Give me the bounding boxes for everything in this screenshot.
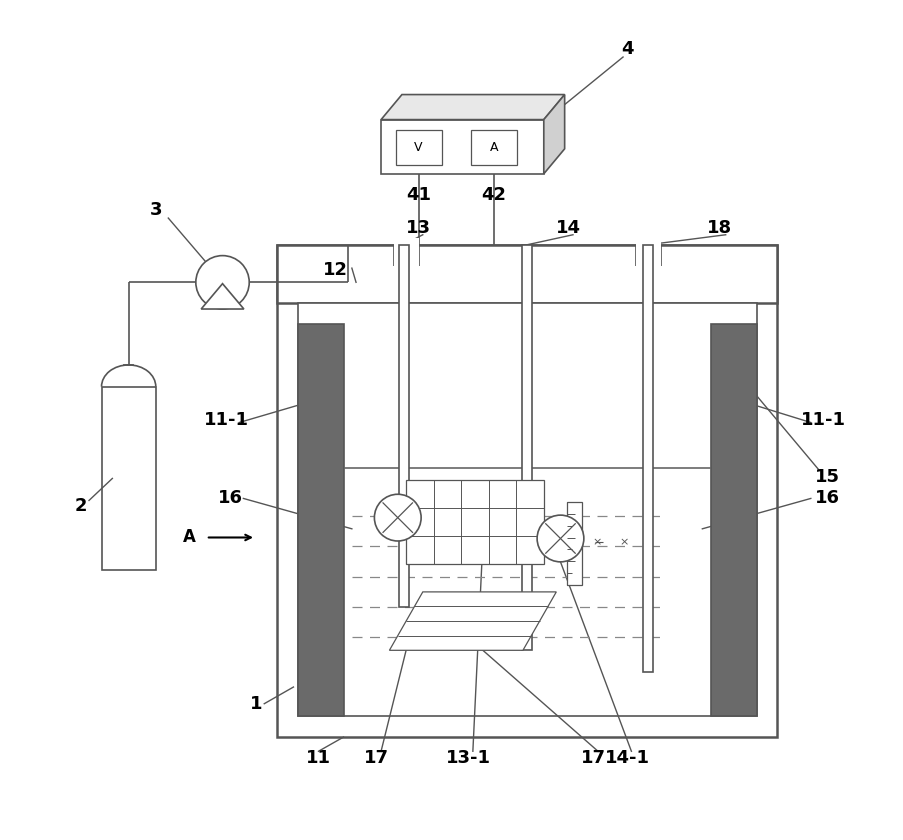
Text: A: A <box>182 528 195 547</box>
Bar <box>635 238 660 267</box>
Text: 18: 18 <box>705 219 731 237</box>
Text: 13-1: 13-1 <box>446 749 490 767</box>
Bar <box>101 386 155 570</box>
Polygon shape <box>544 95 564 174</box>
Bar <box>393 238 418 267</box>
Bar <box>276 244 777 737</box>
Circle shape <box>196 255 249 309</box>
Text: 11-1: 11-1 <box>204 412 249 429</box>
Text: 12: 12 <box>322 260 348 279</box>
Bar <box>396 129 442 165</box>
Text: 4: 4 <box>620 39 633 58</box>
Text: 41: 41 <box>405 186 431 203</box>
Text: 1: 1 <box>249 695 262 712</box>
Bar <box>276 244 777 303</box>
Bar <box>398 244 408 607</box>
Bar <box>522 244 532 650</box>
Text: ×: × <box>619 537 628 547</box>
Bar <box>297 303 756 717</box>
Text: 15: 15 <box>815 468 839 486</box>
Text: 14: 14 <box>555 219 581 237</box>
Polygon shape <box>389 592 555 650</box>
Bar <box>297 324 343 717</box>
Bar <box>642 244 652 672</box>
Text: 14-1: 14-1 <box>604 749 649 767</box>
Text: 13: 13 <box>405 219 431 237</box>
Text: V: V <box>414 140 423 154</box>
Text: 42: 42 <box>480 186 506 203</box>
Polygon shape <box>201 284 244 309</box>
Text: 17: 17 <box>581 749 606 767</box>
Circle shape <box>374 494 421 541</box>
Bar <box>381 119 544 174</box>
Text: 17: 17 <box>364 749 389 767</box>
Bar <box>710 324 756 717</box>
Text: 2: 2 <box>74 497 87 515</box>
Polygon shape <box>381 95 564 119</box>
Text: 11: 11 <box>305 749 330 767</box>
Circle shape <box>536 515 583 562</box>
Bar <box>405 480 544 564</box>
Text: A: A <box>489 140 498 154</box>
Bar <box>566 501 582 585</box>
Bar <box>470 129 517 165</box>
Text: 16: 16 <box>815 490 839 507</box>
Text: 3: 3 <box>149 201 162 218</box>
Text: 11-1: 11-1 <box>800 412 845 429</box>
Text: 16: 16 <box>219 490 243 507</box>
Text: ×: × <box>591 537 601 547</box>
